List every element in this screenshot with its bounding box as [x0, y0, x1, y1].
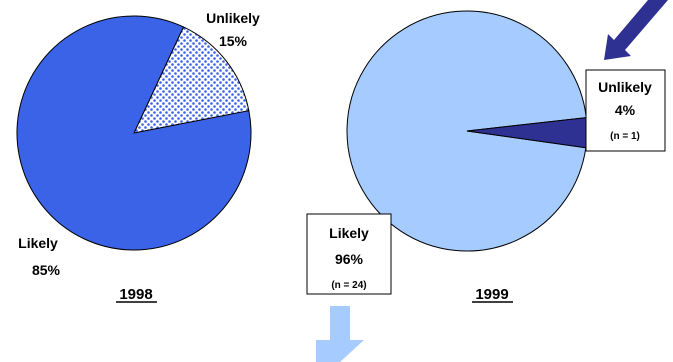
slice-label-likely-1999: Likely	[329, 225, 369, 241]
pie-slice-likely-1999	[346, 10, 587, 252]
slice-label-likely-1998: Likely	[18, 235, 58, 251]
pie-title-1998: 1998	[119, 286, 152, 303]
slice-value-likely-1998: 85%	[32, 262, 61, 278]
slice-count-likely-1999: (n = 24)	[331, 280, 366, 291]
pie-slice-likely-1998	[16, 15, 252, 251]
slice-label-unlikely-1999: Unlikely	[598, 79, 652, 95]
pie-slice-unlikely-1998	[133, 26, 250, 134]
callout-box-likely-1999	[306, 213, 392, 295]
trend-arrow-icon	[604, 0, 668, 60]
pie-title-1999: 1999	[475, 286, 508, 303]
callout-box-unlikely-1999	[585, 69, 666, 152]
slice-value-likely-1999: 96%	[335, 251, 364, 267]
slice-value-unlikely-1999: 4%	[615, 102, 636, 118]
pie-chart-1998	[16, 15, 252, 251]
slice-count-unlikely-1999: (n = 1)	[610, 131, 640, 142]
down-arrow-icon	[316, 306, 364, 362]
slice-label-unlikely-1998: Unlikely	[206, 10, 260, 26]
slice-value-unlikely-1998: 15%	[219, 33, 248, 49]
